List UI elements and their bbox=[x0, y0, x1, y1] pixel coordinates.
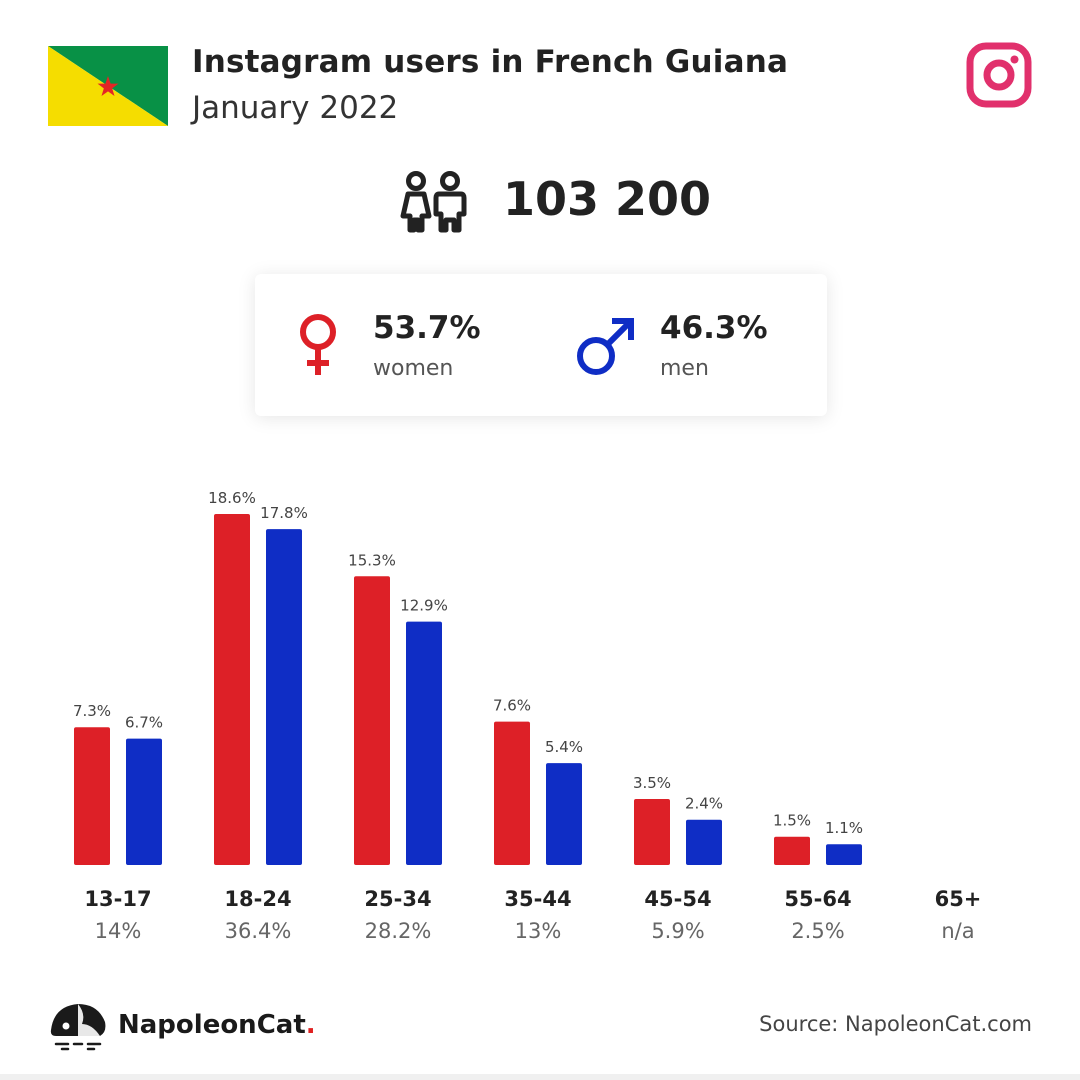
group-total-35-44: 13% bbox=[515, 919, 562, 943]
category-label-65+: 65+ bbox=[935, 887, 982, 911]
bar-women-18-24 bbox=[214, 514, 250, 865]
women-percent: 53.7% bbox=[373, 310, 481, 346]
group-total-25-34: 28.2% bbox=[365, 919, 432, 943]
group-total-65+: n/a bbox=[941, 919, 974, 943]
bar-men-13-17 bbox=[126, 738, 162, 865]
data-label-men-35-44: 5.4% bbox=[545, 738, 583, 756]
category-label-35-44: 35-44 bbox=[504, 887, 571, 911]
bar-men-25-34 bbox=[406, 621, 442, 865]
male-icon bbox=[577, 318, 634, 375]
data-label-women-45-54: 3.5% bbox=[633, 774, 671, 792]
group-total-45-54: 5.9% bbox=[651, 919, 704, 943]
bottom-divider bbox=[0, 1074, 1080, 1080]
group-total-18-24: 36.4% bbox=[225, 919, 292, 943]
bar-women-13-17 bbox=[74, 727, 110, 865]
instagram-icon bbox=[966, 42, 1032, 108]
data-label-women-18-24: 18.6% bbox=[208, 489, 256, 507]
group-total-13-17: 14% bbox=[95, 919, 142, 943]
gender-split-card bbox=[255, 274, 827, 416]
people-icon bbox=[400, 171, 467, 233]
category-label-13-17: 13-17 bbox=[84, 887, 151, 911]
page-subtitle: January 2022 bbox=[192, 90, 399, 126]
bar-men-35-44 bbox=[546, 763, 582, 865]
brand-dot: . bbox=[305, 1010, 316, 1040]
category-label-55-64: 55-64 bbox=[784, 887, 851, 911]
men-percent: 46.3% bbox=[660, 310, 768, 346]
men-label: men bbox=[660, 356, 709, 381]
bar-men-55-64 bbox=[826, 844, 862, 865]
women-label: women bbox=[373, 356, 454, 381]
french-guiana-flag-icon bbox=[48, 46, 168, 126]
data-label-men-13-17: 6.7% bbox=[125, 714, 163, 732]
bar-women-35-44 bbox=[494, 721, 530, 865]
bar-men-45-54 bbox=[686, 819, 722, 865]
source-credit: Source: NapoleonCat.com bbox=[759, 1012, 1032, 1036]
bar-women-55-64 bbox=[774, 836, 810, 865]
data-label-men-55-64: 1.1% bbox=[825, 819, 863, 837]
category-label-25-34: 25-34 bbox=[364, 887, 431, 911]
bar-women-25-34 bbox=[354, 576, 390, 865]
bar-men-18-24 bbox=[266, 529, 302, 865]
female-icon bbox=[300, 314, 336, 375]
group-total-55-64: 2.5% bbox=[791, 919, 844, 943]
data-label-women-55-64: 1.5% bbox=[773, 812, 811, 830]
data-label-women-25-34: 15.3% bbox=[348, 551, 396, 569]
bar-women-45-54 bbox=[634, 798, 670, 865]
page-title: Instagram users in French Guiana bbox=[192, 44, 789, 80]
brand-name: NapoleonCat. bbox=[118, 1010, 316, 1040]
napoleoncat-logo-icon bbox=[50, 1004, 106, 1051]
total-users-value: 103 200 bbox=[503, 172, 712, 226]
category-label-45-54: 45-54 bbox=[644, 887, 711, 911]
age-gender-bar-chart: 7.3% 6.7% 13-17 14% 18.6%17.8% 18-24 36.4% 15.3… bbox=[73, 489, 982, 943]
data-label-women-13-17: 7.3% bbox=[73, 702, 111, 720]
data-label-men-45-54: 2.4% bbox=[685, 795, 723, 813]
category-label-18-24: 18-24 bbox=[224, 887, 291, 911]
data-label-men-18-24: 17.8% bbox=[260, 504, 308, 522]
data-label-women-35-44: 7.6% bbox=[493, 697, 531, 715]
data-label-men-25-34: 12.9% bbox=[400, 597, 448, 615]
